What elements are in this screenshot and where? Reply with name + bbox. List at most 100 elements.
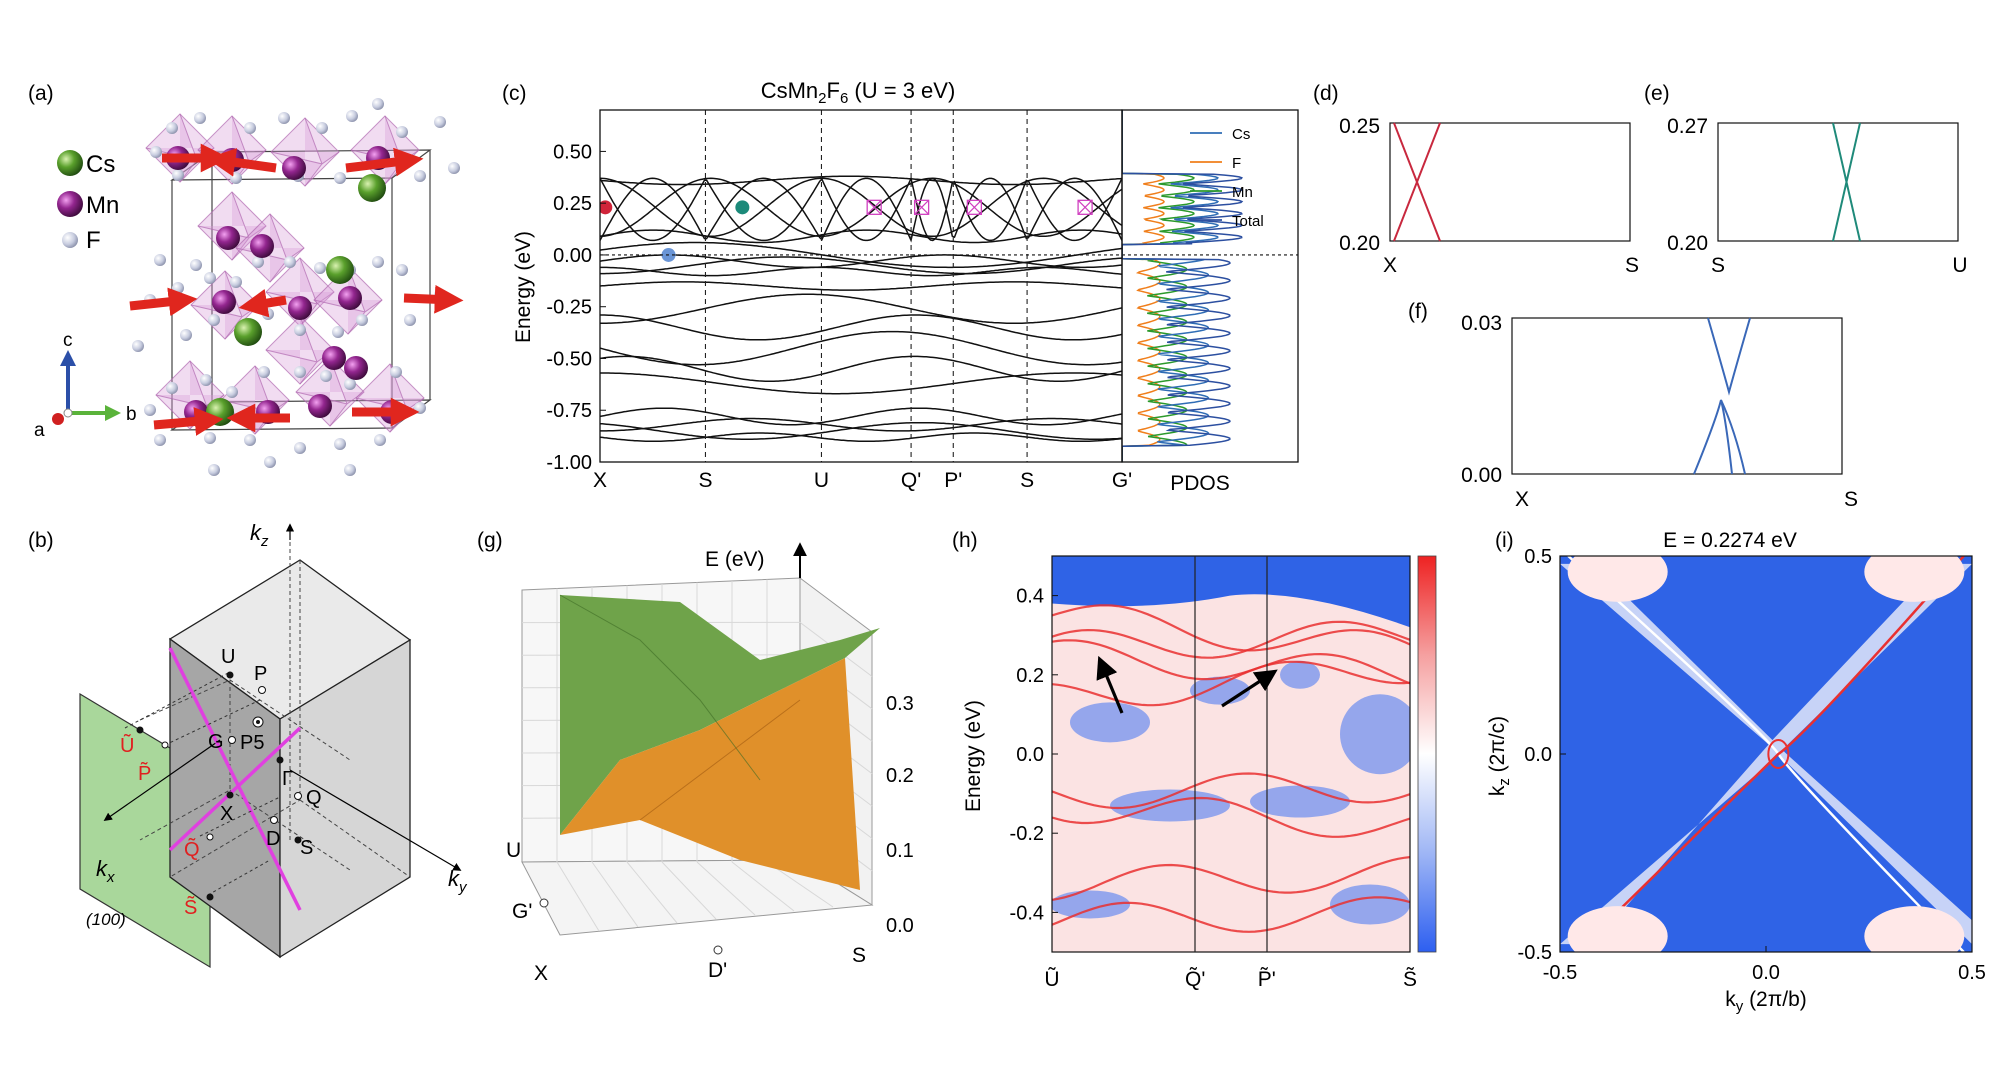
nodal-marker-cross: [914, 199, 930, 215]
ky-axis-label: ky: [448, 866, 468, 896]
g-axis-S: S: [852, 944, 866, 967]
fermi-arc-chart: E = 0.2274 eV -0.5 0.0 0.5 0.5 0.0 -0.5 ky (2…: [1486, 529, 1986, 1015]
band-line: [600, 355, 1122, 382]
f-atom: [284, 256, 296, 268]
f-atom: [200, 374, 212, 386]
f-atom: [226, 386, 238, 398]
i-ytick-label: -0.5: [1518, 942, 1552, 964]
h-xtick-label: Q̃': [1185, 968, 1205, 991]
corner-pocket: [1567, 906, 1668, 952]
i-xtick-label: -0.5: [1543, 962, 1577, 984]
f-atom: [356, 314, 368, 326]
band-line: [600, 281, 1122, 291]
cs-atom: [234, 318, 262, 346]
i-xtick-label: 0.0: [1752, 962, 1780, 984]
c-ytick-label: 0.25: [553, 193, 592, 215]
band-line: [600, 314, 1122, 341]
f-ytick-bottom: 0.00: [1461, 464, 1502, 487]
h-ytick-label: -0.2: [1010, 823, 1044, 845]
f-atom: [344, 378, 356, 390]
spin-arrow: [238, 288, 287, 318]
f-xlabel-left: X: [1515, 488, 1529, 511]
legend-cs-label: Cs: [86, 151, 115, 178]
gap-region: [1250, 785, 1350, 818]
c-kpoint-label: S: [1020, 469, 1034, 492]
g-axis-U: U: [506, 839, 521, 862]
f-atom: [244, 122, 256, 134]
legend-mn-label: Mn: [86, 192, 119, 219]
d-xlabel-right: S: [1625, 254, 1639, 277]
f-atom: [144, 404, 156, 416]
grid-line: [731, 861, 795, 912]
pdos-legend-label: Mn: [1232, 184, 1253, 201]
band-line: [600, 266, 1122, 277]
f-atom: [344, 464, 356, 476]
surface-state: [1052, 772, 1410, 810]
e-xlabel-left: S: [1711, 254, 1725, 277]
f-atom: [208, 464, 220, 476]
cs-atom: [358, 174, 386, 202]
band-line: [600, 432, 1122, 443]
surface-spectrum-chart: 0.4 0.2 0.0 -0.2 -0.4 Ũ Q̃' P̃' S̃ Energy (eV): [962, 555, 1437, 991]
nodal-marker-cross: [966, 199, 982, 215]
c-ytick-label: 0.00: [553, 245, 592, 267]
f-atom: [208, 314, 220, 326]
mn-atom: [322, 346, 346, 370]
f-atom: [166, 122, 178, 134]
f-atom: [278, 112, 290, 124]
h-ytick-label: 0.4: [1016, 586, 1044, 608]
cs-atom: [326, 256, 354, 284]
corner-pocket: [1567, 556, 1668, 602]
f-atom: [334, 438, 346, 450]
band-line: [600, 293, 1122, 325]
spin-arrow: [403, 284, 464, 314]
nodal-line-1: [168, 647, 302, 911]
f-atom: [230, 172, 242, 184]
mn-atom: [288, 296, 312, 320]
chart-c-ylabel: Energy (eV): [512, 231, 535, 343]
mn-atom: [212, 290, 236, 314]
f-atom: [204, 432, 216, 444]
zoom-chart-e: 0.27 0.20 S U: [1667, 115, 1967, 277]
h-ytick-label: 0.2: [1016, 665, 1044, 687]
point-gamma: Γ: [282, 768, 293, 790]
g-zlabel: E (eV): [705, 548, 765, 571]
c-kpoint-label: X: [593, 469, 607, 492]
c-kpoint-label: P': [944, 469, 962, 492]
f-atom: [334, 172, 346, 184]
surface-mesh: [639, 699, 801, 821]
f-atom: [390, 366, 402, 378]
band-line: [600, 177, 1122, 243]
c-kpoint-label: S: [698, 469, 712, 492]
band-structure-chart: CsMn2F6 (U = 3 eV) Energy (eV) 0.50 0.25 0…: [512, 78, 1299, 495]
h-xtick-label: P̃': [1258, 968, 1276, 991]
pdos-legend-label: Total: [1232, 213, 1264, 230]
surface-state: [1052, 796, 1410, 838]
i-ytick-label: 0.5: [1524, 546, 1552, 568]
h-xtick-label: Ũ: [1044, 967, 1059, 991]
f-atom: [414, 402, 426, 414]
point-S: S: [300, 837, 313, 859]
lower-band-surface: [560, 658, 860, 890]
nodal-marker-cross: [1077, 199, 1093, 215]
f-atom: [320, 370, 332, 382]
f-atom: [180, 329, 192, 341]
crystal-structure: Cs Mn F c b a: [34, 98, 464, 476]
f-atom: [172, 169, 184, 181]
c-ytick-label: -1.00: [546, 452, 592, 474]
gap-region: [1190, 676, 1250, 705]
pdos-line: [1122, 110, 1220, 462]
gap-region: [1330, 884, 1410, 925]
h-ytick-label: -0.4: [1010, 902, 1044, 924]
f-atom: [314, 262, 326, 274]
colorbar: [1417, 555, 1437, 953]
f-xlabel-right: S: [1844, 488, 1858, 511]
band-line: [600, 256, 1122, 275]
legend-f-atom: [62, 232, 78, 248]
pdos-line: [1122, 110, 1196, 462]
f-atom: [166, 382, 178, 394]
g-axis-X: X: [534, 962, 548, 985]
band-line: [600, 177, 1122, 238]
band-line: [600, 421, 1122, 440]
arrow-right: [1221, 669, 1278, 708]
